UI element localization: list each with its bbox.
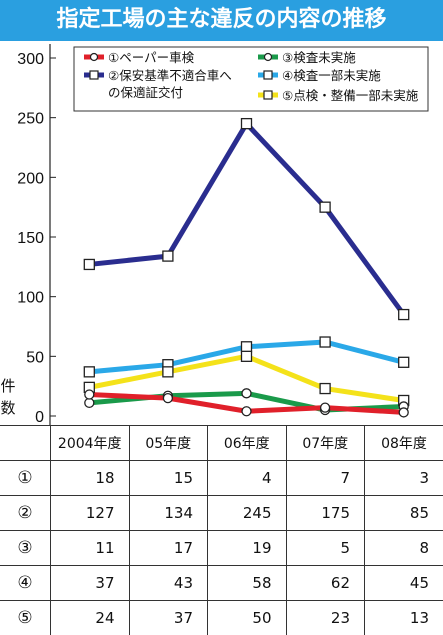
legend-label: ③検査未実施 <box>282 50 356 65</box>
table-cell: 37 <box>51 566 130 601</box>
table-cell: 50 <box>208 601 287 635</box>
data-point <box>163 251 173 261</box>
table-cell: 15 <box>129 461 208 496</box>
legend-label: の保適証交付 <box>108 85 183 100</box>
table-cell: 18 <box>51 461 130 496</box>
table-cell: 17 <box>129 531 208 566</box>
y-axis-label: 件 <box>0 377 15 395</box>
data-point <box>320 202 330 212</box>
data-point <box>84 259 94 269</box>
table-cell: 58 <box>208 566 287 601</box>
data-point <box>242 351 252 361</box>
table-corner <box>0 426 51 461</box>
table-cell: 134 <box>129 496 208 531</box>
table-cell: 24 <box>51 601 130 635</box>
table-row-header: ⑤ <box>0 601 51 635</box>
y-tick-label: 250 <box>17 111 44 128</box>
legend-marker <box>264 71 272 79</box>
data-point <box>84 367 94 377</box>
table-cell: 127 <box>51 496 130 531</box>
x-tick-label: 07年度 <box>286 426 365 461</box>
data-point <box>242 389 251 398</box>
data-point <box>399 357 409 367</box>
chart-figure: 指定工場の主な違反の内容の推移 0 50 100 150 200 250 300 件数 ①ペー… <box>0 0 443 600</box>
chart-title: 指定工場の主な違反の内容の推移 <box>0 5 443 35</box>
line-chart: 0 50 100 150 200 250 300 件数 ①ペーパー車検 ③検査未実施 ②保安基準不… <box>0 41 443 425</box>
table-cell: 62 <box>286 566 365 601</box>
legend-label: ①ペーパー車検 <box>108 50 195 65</box>
legend-label: ⑤点検・整備一部未実施 <box>282 88 419 103</box>
data-point <box>85 390 94 399</box>
data-point <box>321 403 330 412</box>
data-point <box>163 367 173 377</box>
data-point <box>242 342 252 352</box>
series-line <box>89 124 403 315</box>
legend-marker <box>90 71 98 79</box>
x-tick-label: 08年度 <box>365 426 443 461</box>
data-point <box>85 398 94 407</box>
y-tick-label: 0 <box>35 409 44 425</box>
table-cell: 23 <box>286 601 365 635</box>
data-point <box>320 384 330 394</box>
table-cell: 5 <box>286 531 365 566</box>
table-cell: 4 <box>208 461 287 496</box>
table-cell: 175 <box>286 496 365 531</box>
data-point <box>242 407 251 416</box>
table-cell: 3 <box>365 461 443 496</box>
y-tick-label: 300 <box>17 51 44 68</box>
table-cell: 43 <box>129 566 208 601</box>
table-cell: 245 <box>208 496 287 531</box>
table-cell: 8 <box>365 531 443 566</box>
data-point <box>320 337 330 347</box>
legend-label: ④検査一部未実施 <box>282 68 381 83</box>
table-cell: 7 <box>286 461 365 496</box>
table-cell: 37 <box>129 601 208 635</box>
table-cell: 45 <box>365 566 443 601</box>
y-tick-label: 200 <box>17 170 44 187</box>
data-point <box>242 119 252 129</box>
table-cell: 85 <box>365 496 443 531</box>
table-row-header: ④ <box>0 566 51 601</box>
legend-marker <box>265 54 272 61</box>
y-tick-label: 150 <box>17 230 44 247</box>
table-cell: 11 <box>51 531 130 566</box>
x-tick-label: 2004年度 <box>51 426 130 461</box>
data-point <box>399 310 409 320</box>
x-tick-label: 05年度 <box>129 426 208 461</box>
legend-marker <box>91 54 98 61</box>
y-tick-label: 50 <box>26 349 44 366</box>
x-tick-label: 06年度 <box>208 426 287 461</box>
table-row-header: ③ <box>0 531 51 566</box>
y-axis-label: 数 <box>0 399 15 417</box>
data-point <box>163 394 172 403</box>
legend-marker <box>264 91 272 99</box>
legend-label: ②保安基準不適合車へ <box>108 68 232 83</box>
table-cell: 13 <box>365 601 443 635</box>
table-row-header: ① <box>0 461 51 496</box>
y-tick-label: 100 <box>17 290 44 307</box>
table-row-header: ② <box>0 496 51 531</box>
table-cell: 19 <box>208 531 287 566</box>
data-point <box>399 408 408 417</box>
